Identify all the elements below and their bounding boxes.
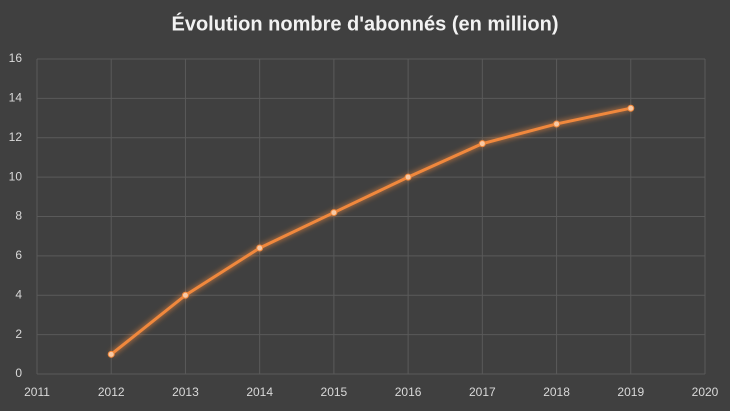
marker [107, 350, 115, 358]
x-tick-label: 2019 [617, 385, 644, 399]
marker [256, 244, 264, 252]
x-tick-label: 2018 [543, 385, 570, 399]
marker [404, 173, 412, 181]
marker [627, 104, 635, 112]
x-tick-label: 2015 [321, 385, 348, 399]
x-tick-label: 2011 [24, 385, 50, 399]
y-tick-label: 2 [15, 327, 22, 341]
marker [553, 120, 561, 128]
marker [330, 209, 338, 217]
y-tick-label: 10 [9, 169, 23, 183]
y-tick-label: 16 [9, 51, 23, 65]
y-tick-label: 4 [15, 287, 22, 301]
marker [478, 140, 486, 148]
x-tick-label: 2012 [98, 385, 125, 399]
y-tick-label: 14 [9, 91, 23, 105]
y-tick-label: 8 [15, 209, 22, 223]
x-tick-label: 2017 [469, 385, 496, 399]
marker [181, 291, 189, 299]
y-tick-label: 0 [15, 366, 22, 380]
x-tick-label: 2014 [246, 385, 273, 399]
chart-title: Évolution nombre d'abonnés (en million) [172, 12, 559, 35]
y-tick-label: 12 [9, 130, 23, 144]
x-tick-label: 2020 [692, 385, 719, 399]
x-tick-label: 2013 [172, 385, 199, 399]
line [110, 106, 632, 356]
y-tick-label: 6 [15, 248, 22, 262]
x-tick-label: 2016 [395, 385, 422, 399]
